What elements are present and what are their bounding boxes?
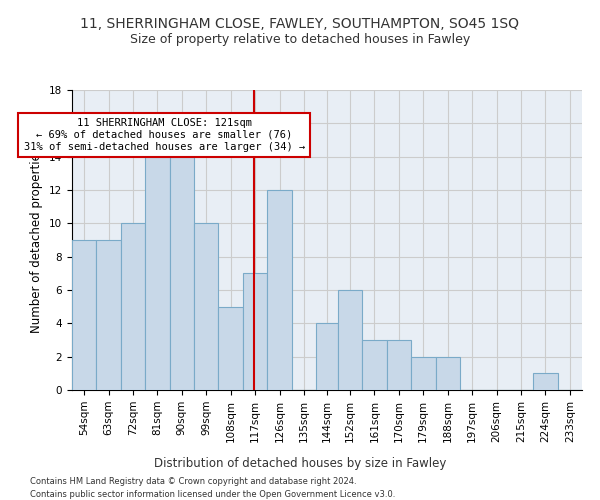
Bar	[436, 356, 460, 390]
Bar	[218, 306, 243, 390]
Bar	[533, 374, 557, 390]
Bar	[243, 274, 268, 390]
Bar	[121, 224, 145, 390]
Bar	[338, 290, 362, 390]
Text: Distribution of detached houses by size in Fawley: Distribution of detached houses by size …	[154, 458, 446, 470]
Bar	[145, 156, 170, 390]
Y-axis label: Number of detached properties: Number of detached properties	[31, 147, 43, 333]
Text: Contains public sector information licensed under the Open Government Licence v3: Contains public sector information licen…	[30, 490, 395, 499]
Bar	[72, 240, 97, 390]
Bar	[362, 340, 386, 390]
Bar	[386, 340, 411, 390]
Bar	[268, 190, 292, 390]
Text: 11, SHERRINGHAM CLOSE, FAWLEY, SOUTHAMPTON, SO45 1SQ: 11, SHERRINGHAM CLOSE, FAWLEY, SOUTHAMPT…	[80, 18, 520, 32]
Text: Size of property relative to detached houses in Fawley: Size of property relative to detached ho…	[130, 32, 470, 46]
Text: Contains HM Land Registry data © Crown copyright and database right 2024.: Contains HM Land Registry data © Crown c…	[30, 478, 356, 486]
Bar	[194, 224, 218, 390]
Bar	[316, 324, 338, 390]
Text: 11 SHERRINGHAM CLOSE: 121sqm
← 69% of detached houses are smaller (76)
31% of se: 11 SHERRINGHAM CLOSE: 121sqm ← 69% of de…	[23, 118, 305, 152]
Bar	[97, 240, 121, 390]
Bar	[170, 156, 194, 390]
Bar	[411, 356, 436, 390]
